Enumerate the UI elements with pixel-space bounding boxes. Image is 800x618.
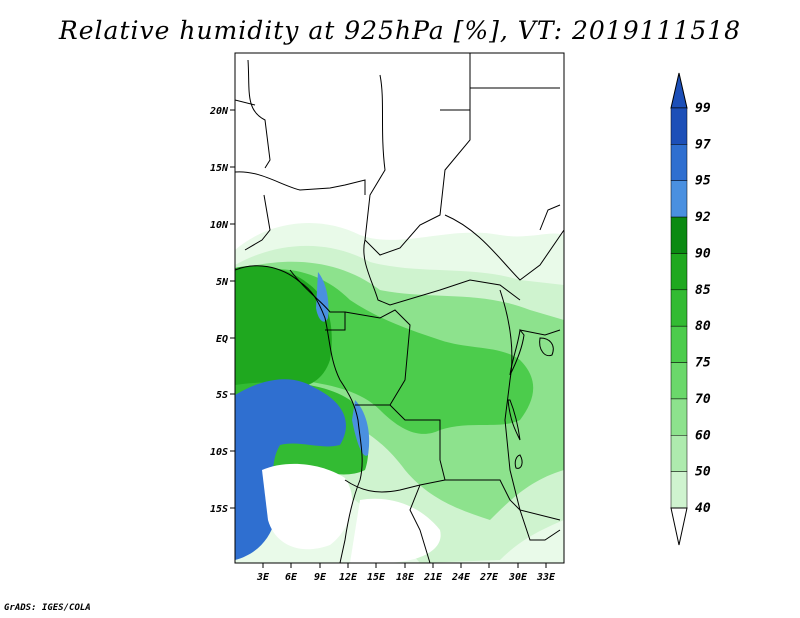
chart-title: Relative humidity at 925hPa [%], VT: 201… [58, 16, 742, 45]
colorbar-segment [670, 216, 688, 254]
country-borders [235, 53, 564, 563]
lon-label: 6E [285, 572, 298, 583]
lon-label: 12E [339, 572, 358, 583]
colorbar-segment [670, 180, 688, 218]
lat-label: 10S [210, 447, 228, 458]
colorbar-label: 85 [695, 283, 711, 298]
lat-label: 5S [216, 390, 228, 401]
lon-label: 30E [508, 572, 528, 583]
latitude-axis: 20N 15N 10N 5N EQ 5S 10S 15S [209, 106, 235, 515]
colorbar-segment [670, 398, 688, 436]
lon-label: 27E [479, 572, 499, 583]
colorbar-segment [670, 435, 688, 472]
lat-label: EQ [216, 334, 228, 345]
humidity-40-southwest-region [262, 463, 353, 550]
lon-label: 33E [536, 572, 556, 583]
lat-label: 20N [209, 106, 229, 117]
humidity-97-region [235, 379, 346, 560]
lat-label: 10N [210, 220, 229, 231]
colorbar-segment [670, 289, 688, 327]
humidity-95-coast-region [316, 272, 329, 322]
longitude-axis: 3E 6E 9E 12E 15E 18E 21E 24E 27E 30E 33E [256, 563, 556, 583]
lakes [507, 328, 554, 469]
colorbar-label: 60 [695, 428, 711, 443]
colorbar-label: 95 [695, 174, 711, 189]
credit-text: GrADS: IGES/COLA [4, 603, 91, 613]
colorbar-top-arrow [670, 72, 688, 109]
colorbar-label: 70 [695, 392, 711, 407]
colorbar-segment [670, 362, 688, 400]
lon-label: 15E [367, 572, 386, 583]
lat-label: 5N [216, 277, 229, 288]
colorbar-bottom-arrow [670, 507, 688, 546]
colorbar-segment [670, 471, 688, 509]
colorbar-label: 97 [695, 137, 711, 152]
colorbar-label: 80 [695, 319, 711, 334]
humidity-40-south-region [350, 498, 441, 563]
colorbar-label: 90 [695, 246, 711, 261]
colorbar-label: 92 [695, 210, 711, 225]
colorbar-segment [670, 253, 688, 291]
lon-label: 3E [256, 572, 270, 583]
lon-label: 21E [423, 572, 443, 583]
colorbar-label: 50 [695, 465, 711, 480]
coastline [235, 265, 363, 563]
colorbar-label: 40 [695, 501, 711, 516]
map-frame [234, 52, 565, 564]
lon-label: 18E [396, 572, 415, 583]
colorbar-label: 75 [695, 356, 711, 371]
humidity-90-region [235, 265, 332, 390]
colorbar-legend: 99 97 95 92 90 85 80 75 70 60 50 40 [670, 72, 711, 546]
colorbar-segment [670, 144, 688, 181]
humidity-field [235, 53, 564, 563]
lon-label: 9E [314, 572, 327, 583]
lat-label: 15N [210, 163, 229, 174]
colorbar-segment [670, 325, 688, 363]
colorbar-segment [670, 107, 688, 145]
colorbar-label: 99 [695, 101, 711, 116]
lat-label: 15S [210, 504, 228, 515]
lon-label: 24E [451, 572, 471, 583]
